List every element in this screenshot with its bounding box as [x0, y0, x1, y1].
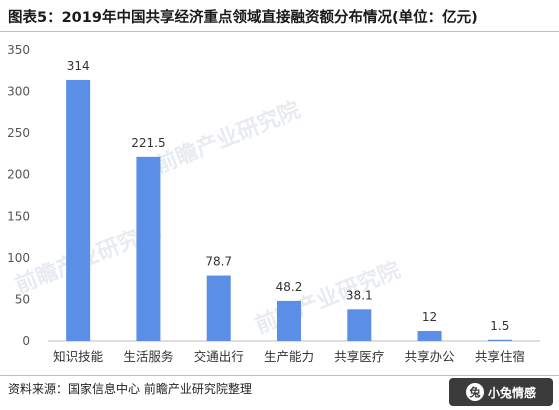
- y-tick-label: 200: [7, 168, 30, 182]
- title-divider: [0, 31, 559, 32]
- bar-series: 314 221.5 78.7 48.2 38.1 12 1.5: [66, 59, 512, 341]
- y-tick-label: 350: [7, 43, 30, 57]
- x-tick-label: 共享医疗: [334, 349, 384, 364]
- footer-divider: [0, 375, 559, 376]
- data-label: 38.1: [346, 288, 373, 302]
- x-tick-label: 生产能力: [264, 349, 314, 364]
- y-tick-label: 300: [7, 85, 30, 99]
- bar: [206, 275, 231, 341]
- bar-chart: 0 50 100 150 200 250 300 350 314 221.5 78.7 48.2 38…: [7, 43, 540, 364]
- bar: [417, 331, 442, 341]
- bar: [487, 339, 512, 341]
- x-tick-label: 知识技能: [53, 349, 104, 364]
- x-tick-label: 共享住宿: [475, 349, 525, 364]
- data-label: 78.7: [205, 255, 232, 269]
- y-tick-label: 0: [22, 334, 30, 348]
- brand-logo: 兔 小兔情感: [449, 378, 553, 406]
- x-tick-label: 交通出行: [194, 349, 244, 364]
- y-tick-label: 50: [15, 292, 30, 306]
- y-axis: 0 50 100 150 200 250 300 350: [7, 43, 540, 348]
- x-tick-label: 生活服务: [123, 349, 173, 364]
- bar: [347, 309, 372, 341]
- data-label: 314: [67, 59, 90, 73]
- data-label: 48.2: [276, 280, 303, 294]
- data-label: 1.5: [490, 319, 509, 333]
- brand-logo-text: 小兔情感: [487, 385, 536, 400]
- y-tick-label: 150: [7, 209, 30, 223]
- bar: [66, 79, 91, 341]
- data-label: 12: [422, 310, 437, 324]
- y-tick-label: 250: [7, 126, 30, 140]
- y-tick-label: 100: [7, 251, 30, 265]
- data-label: 221.5: [131, 136, 165, 150]
- x-tick-label: 共享办公: [405, 349, 456, 364]
- bar: [277, 300, 301, 341]
- chart-title: 图表5：2019年中国共享经济重点领域直接融资额分布情况(单位：亿元): [8, 10, 478, 26]
- bar: [136, 156, 161, 341]
- source-note: 资料来源：国家信息中心 前瞻产业研究院整理: [8, 382, 252, 396]
- rabbit-icon: 兔: [465, 383, 484, 401]
- x-axis: 知识技能 生活服务 交通出行 生产能力 共享医疗 共享办公 共享住宿: [53, 349, 525, 364]
